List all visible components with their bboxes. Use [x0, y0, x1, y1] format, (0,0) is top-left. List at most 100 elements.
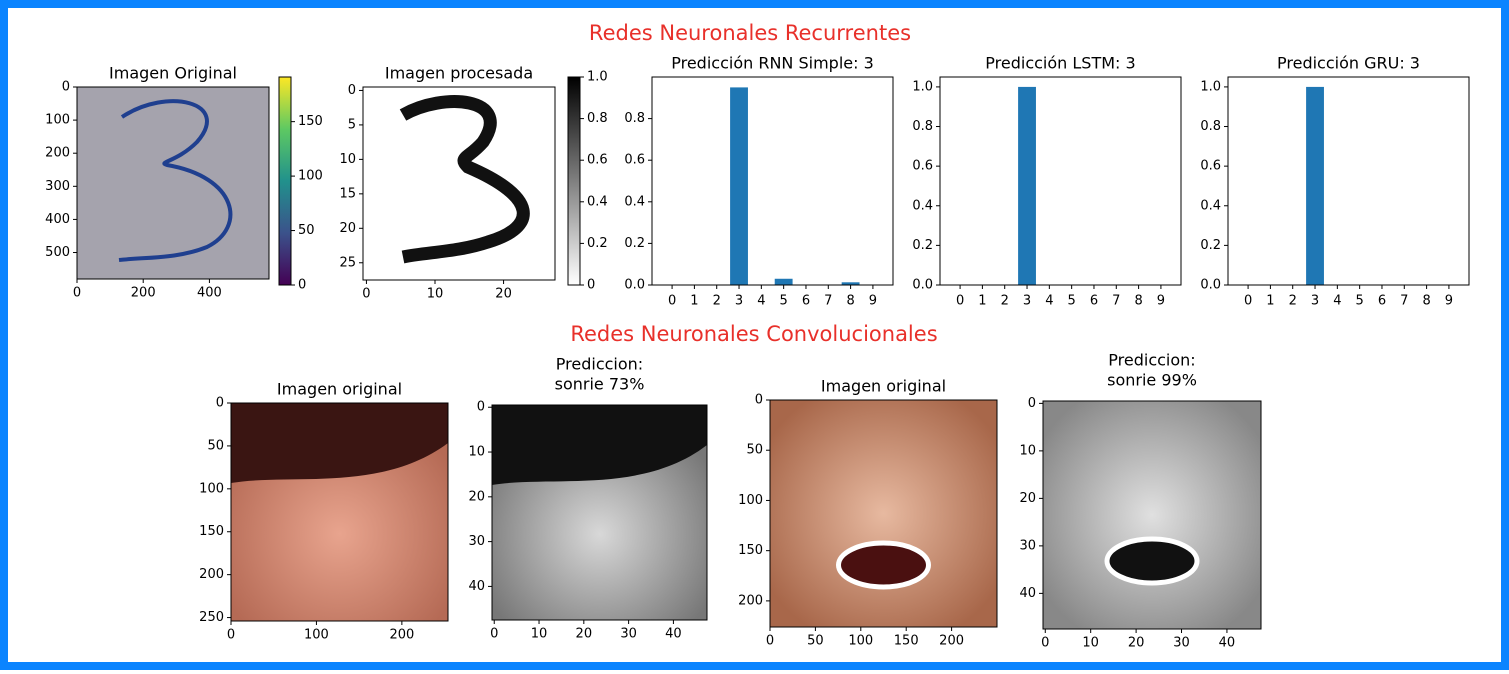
x-tick-label: 0 [1041, 636, 1049, 651]
y-tick-label: 300 [45, 179, 70, 194]
x-tick-label: 30 [620, 627, 637, 642]
y-tick-label: 0 [755, 393, 763, 408]
plot-area [652, 77, 893, 285]
x-tick-label: 7 [824, 294, 832, 309]
x-tick-label: 9 [869, 294, 877, 309]
y-tick-label: 0.4 [1200, 198, 1221, 213]
x-tick-label: 10 [427, 287, 444, 302]
colorbar-tick-label: 1.0 [587, 70, 608, 85]
panel: Predicción GRU: 3 0.0 0.2 0.4 0.6 0.8 1.0 0 1 2 3 4… [1200, 54, 1470, 309]
x-tick-label: 4 [757, 294, 765, 309]
y-tick-label: 0.6 [912, 159, 933, 174]
colorbar-tick-label: 150 [298, 114, 323, 129]
y-tick-label: 0 [62, 80, 70, 95]
x-tick-label: 0 [766, 634, 774, 649]
x-tick-label: 8 [846, 294, 854, 309]
x-tick-label: 6 [1090, 294, 1098, 309]
y-tick-label: 0 [477, 400, 485, 415]
y-tick-label: 40 [1019, 586, 1036, 601]
y-tick-label: 0.0 [624, 278, 645, 293]
bar [1018, 86, 1036, 286]
y-tick-label: 0.8 [912, 119, 933, 134]
chart-title: sonrie 73% [555, 375, 645, 394]
panel: Prediccion:sonrie 99% 0 10 20 30 40 0 10 20 30 40 [1019, 351, 1262, 651]
y-tick-label: 100 [199, 481, 224, 496]
x-tick-label: 4 [1333, 294, 1341, 309]
mouth [836, 540, 931, 590]
y-tick-label: 10 [468, 445, 485, 460]
y-tick-label: 1.0 [912, 79, 933, 94]
y-tick-label: 20 [468, 489, 485, 504]
y-tick-label: 0.6 [624, 153, 645, 168]
x-tick-label: 20 [576, 627, 593, 642]
x-tick-label: 2 [713, 294, 721, 309]
x-tick-label: 6 [802, 294, 810, 309]
x-tick-label: 3 [735, 294, 743, 309]
x-tick-label: 0 [362, 287, 370, 302]
axes-frame [651, 76, 894, 286]
x-tick-label: 5 [780, 294, 788, 309]
bar [1306, 86, 1324, 286]
colorbar-tick-label: 100 [298, 169, 323, 184]
y-tick-label: 50 [207, 438, 224, 453]
x-tick-label: 20 [495, 287, 512, 302]
chart-title: Predicción GRU: 3 [1277, 54, 1420, 73]
chart-title: Imagen Original [109, 64, 237, 83]
y-tick-label: 10 [1019, 443, 1036, 458]
image [770, 400, 997, 627]
panel: Prediccion:sonrie 73% 0 10 20 30 40 0 10 20 30 40 [468, 355, 708, 642]
y-tick-label: 400 [45, 212, 70, 227]
x-tick-label: 0 [227, 628, 235, 643]
axes-frame [230, 402, 449, 622]
x-tick-label: 150 [894, 634, 919, 649]
x-tick-label: 7 [1400, 294, 1408, 309]
y-tick-label: 150 [199, 524, 224, 539]
y-tick-label: 0.4 [912, 198, 933, 213]
chart-title: Prediccion: [1108, 351, 1195, 370]
chart-title: Imagen procesada [385, 64, 533, 83]
x-tick-label: 0 [668, 294, 676, 309]
digit-stroke [118, 99, 233, 262]
x-tick-label: 3 [1311, 294, 1319, 309]
colorbar [567, 76, 581, 286]
y-tick-label: 20 [339, 221, 356, 236]
panel: Predicción LSTM: 3 0.0 0.2 0.4 0.6 0.8 1.0 0 1 2 3… [912, 54, 1182, 309]
x-tick-label: 5 [1068, 294, 1076, 309]
y-tick-label: 0.8 [624, 111, 645, 126]
image [1043, 401, 1261, 629]
y-tick-label: 0 [348, 83, 356, 98]
y-tick-label: 500 [45, 245, 70, 260]
section-heading: Redes Neuronales Convolucionales [570, 322, 937, 346]
chart-title: Imagen original [821, 377, 946, 396]
x-tick-label: 3 [1023, 294, 1031, 309]
y-tick-label: 0.6 [1200, 159, 1221, 174]
y-tick-label: 20 [1019, 491, 1036, 506]
x-tick-label: 200 [939, 634, 964, 649]
chart-title: Predicción RNN Simple: 3 [671, 54, 874, 73]
digit-stroke [399, 95, 530, 264]
chart-title: Predicción LSTM: 3 [985, 54, 1135, 73]
colorbar-tick-label: 0 [587, 278, 595, 293]
y-tick-label: 0.0 [912, 278, 933, 293]
y-tick-label: 200 [45, 146, 70, 161]
x-tick-label: 30 [1173, 636, 1190, 651]
axes-frame [362, 86, 556, 281]
colorbar-tick-label: 0.8 [587, 111, 608, 126]
y-tick-label: 50 [746, 443, 763, 458]
x-tick-label: 0 [1244, 294, 1252, 309]
colorbar-tick-label: 0.4 [587, 194, 608, 209]
panel: Imagen original 0 50 100 150 200 0 50 100 150 200 [738, 377, 998, 649]
x-tick-label: 0 [490, 627, 498, 642]
x-tick-label: 2 [1001, 294, 1009, 309]
bar [774, 278, 793, 285]
y-tick-label: 40 [468, 579, 485, 594]
x-tick-label: 0 [956, 294, 964, 309]
x-tick-label: 10 [1082, 636, 1099, 651]
y-tick-label: 1.0 [1200, 79, 1221, 94]
colorbar-tick-label: 0 [298, 278, 306, 293]
x-tick-label: 20 [1128, 636, 1145, 651]
x-tick-label: 10 [531, 627, 548, 642]
x-tick-label: 9 [1157, 294, 1165, 309]
y-tick-label: 0.8 [1200, 119, 1221, 134]
